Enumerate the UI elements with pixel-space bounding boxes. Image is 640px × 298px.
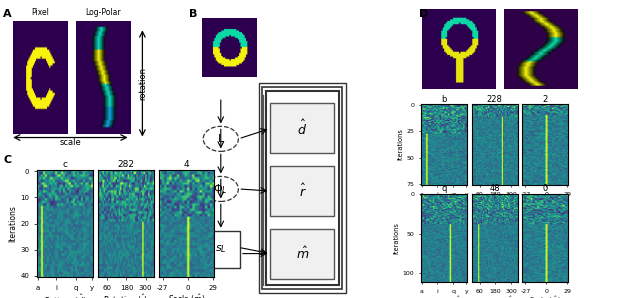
Text: $s_L$: $s_L$ — [215, 243, 227, 255]
Text: A: A — [3, 9, 12, 19]
Text: $\hat{r}$: $\hat{r}$ — [298, 182, 307, 200]
Title: 48: 48 — [490, 184, 500, 193]
Text: $\hat{d}$: $\hat{d}$ — [298, 119, 307, 138]
Text: B: B — [189, 9, 197, 19]
Text: Pixel: Pixel — [31, 8, 49, 18]
X-axis label: Rotation ($\hat{r}$): Rotation ($\hat{r}$) — [103, 292, 148, 298]
X-axis label: Scale ($\hat{m}$): Scale ($\hat{m}$) — [168, 292, 205, 298]
FancyBboxPatch shape — [270, 103, 334, 153]
Text: L: L — [218, 134, 224, 144]
Y-axis label: Iterations: Iterations — [394, 222, 400, 254]
FancyBboxPatch shape — [270, 229, 334, 279]
X-axis label: Pattern ($\hat{d}$): Pattern ($\hat{d}$) — [426, 295, 463, 298]
Text: scale: scale — [60, 138, 81, 147]
Text: D: D — [419, 9, 428, 19]
Title: 0: 0 — [543, 184, 548, 193]
X-axis label: Scale ($\hat{m}$): Scale ($\hat{m}$) — [529, 295, 562, 298]
Y-axis label: Iterations: Iterations — [397, 129, 404, 160]
X-axis label: Rotation ($\hat{r}$): Rotation ($\hat{r}$) — [475, 295, 515, 298]
Ellipse shape — [204, 126, 238, 151]
Title: 2: 2 — [543, 94, 548, 103]
Title: 4: 4 — [184, 160, 189, 169]
X-axis label: Pattern ($\hat{d}$): Pattern ($\hat{d}$) — [44, 292, 86, 298]
Text: rotation: rotation — [138, 67, 147, 100]
Y-axis label: Iterations: Iterations — [9, 205, 18, 242]
Text: $\Phi_L$: $\Phi_L$ — [213, 182, 228, 196]
Title: b: b — [442, 94, 447, 103]
Title: q: q — [442, 184, 447, 193]
Ellipse shape — [204, 176, 238, 201]
Text: Log-Polar: Log-Polar — [85, 8, 120, 18]
Title: 228: 228 — [487, 94, 502, 103]
Text: $\hat{m}$: $\hat{m}$ — [296, 246, 309, 262]
Text: C: C — [3, 155, 12, 165]
Title: 282: 282 — [117, 160, 134, 169]
Title: c: c — [63, 160, 67, 169]
FancyBboxPatch shape — [270, 166, 334, 216]
FancyBboxPatch shape — [202, 231, 240, 268]
